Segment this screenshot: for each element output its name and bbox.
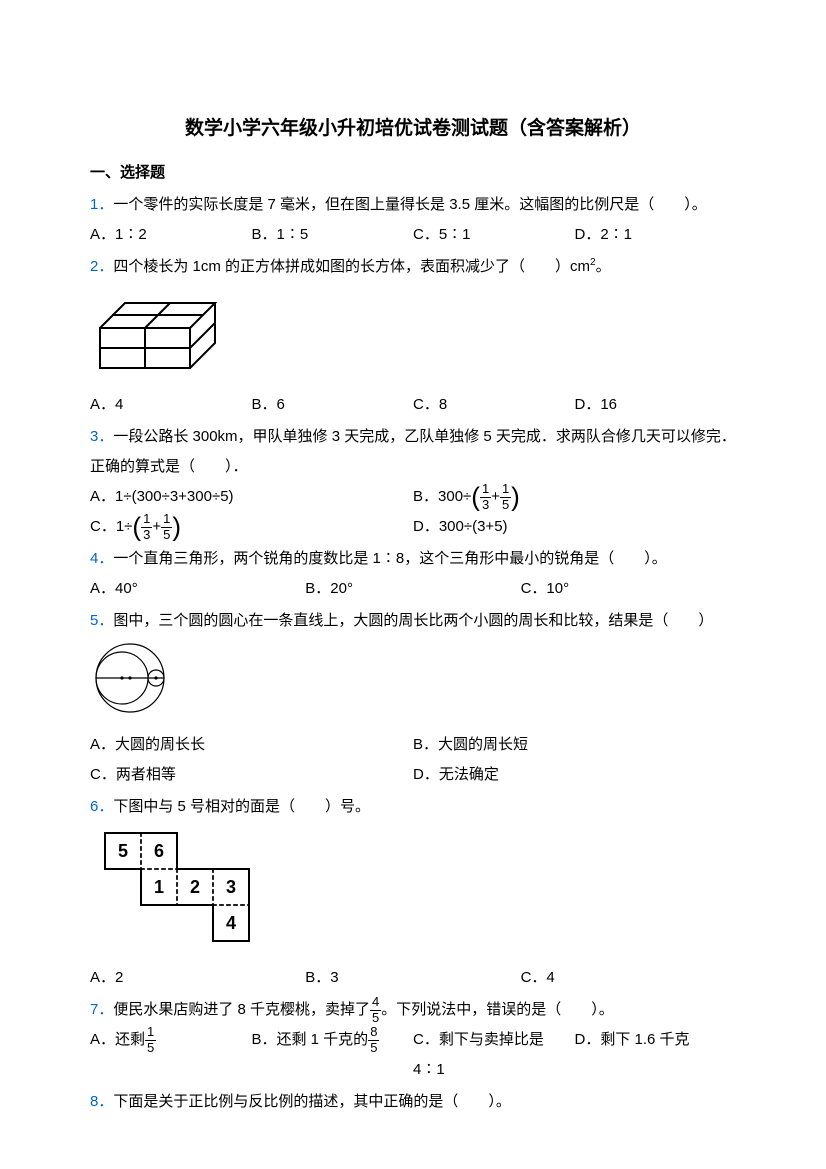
svg-text:2: 2	[190, 877, 200, 897]
q4-optB: B．20°	[305, 574, 520, 604]
q7-options: A．还剩15 B．还剩 1 千克的85 C．剩下与卖掉比是 4∶1 D．剩下 1…	[90, 1025, 736, 1085]
q2-optB: B．6	[252, 390, 414, 420]
paren-icon: (	[132, 512, 141, 542]
q3-num: 3．	[90, 428, 113, 445]
fraction: 45	[370, 995, 381, 1025]
q2-text-b: 。	[596, 258, 611, 275]
q2-optD: D．16	[575, 390, 737, 420]
q7-optB-text: B．还剩 1 千克的	[252, 1031, 369, 1048]
q7-optD: D．剩下 1.6 千克	[575, 1025, 737, 1085]
q1-optA: A．1∶2	[90, 220, 252, 250]
q2-text-a: 四个棱长为 1cm 的正方体拼成如图的长方体，表面积减少了（ ）cm	[113, 258, 590, 275]
fraction: 13	[480, 482, 491, 512]
fraction: 15	[161, 512, 172, 542]
q7-optA: A．还剩15	[90, 1025, 252, 1085]
question-8: 8．下面是关于正比例与反比例的描述，其中正确的是（ ）。	[90, 1087, 736, 1117]
q7-optC: C．剩下与卖掉比是 4∶1	[413, 1025, 575, 1085]
q1-text: 一个零件的实际长度是 7 毫米，但在图上量得长是 3.5 厘米。这幅图的比例尺是…	[113, 196, 706, 213]
paren-icon: )	[172, 512, 181, 542]
q5-optB: B．大圆的周长短	[413, 730, 736, 760]
q7-num: 7．	[90, 1001, 113, 1018]
svg-text:3: 3	[226, 877, 236, 897]
q4-optC: C．10°	[521, 574, 736, 604]
q6-text: 下图中与 5 号相对的面是（ ）号。	[113, 798, 370, 815]
q6-options: A．2 B．3 C．4	[90, 963, 736, 993]
q3-options-1: A．1÷(300÷3+300÷5) B．300÷(13+15)	[90, 482, 736, 512]
q3-optC: C．1÷(13+15)	[90, 512, 413, 542]
q4-options: A．40° B．20° C．10°	[90, 574, 736, 604]
page-title: 数学小学六年级小升初培优试卷测试题（含答案解析）	[90, 110, 736, 148]
paren-icon: (	[471, 482, 480, 512]
q1-options: A．1∶2 B．1∶5 C．5∶1 D．2∶1	[90, 220, 736, 250]
svg-text:4: 4	[226, 913, 236, 933]
q6-optA: A．2	[90, 963, 305, 993]
q2-num: 2．	[90, 258, 113, 275]
q1-optD: D．2∶1	[575, 220, 737, 250]
q1-num: 1．	[90, 196, 113, 213]
q7-text-a: 便民水果店购进了 8 千克樱桃，卖掉了	[113, 1001, 370, 1018]
q6-optC: C．4	[521, 963, 736, 993]
q1-optC: C．5∶1	[413, 220, 575, 250]
fraction: 85	[368, 1025, 379, 1055]
question-3: 3．一段公路长 300km，甲队单独修 3 天完成，乙队单独修 5 天完成．求两…	[90, 422, 736, 482]
question-2: 2．四个棱长为 1cm 的正方体拼成如图的长方体，表面积减少了（ ）cm2。	[90, 252, 736, 282]
svg-text:5: 5	[118, 841, 128, 861]
q6-optB: B．3	[305, 963, 520, 993]
q5-optC: C．两者相等	[90, 760, 413, 790]
question-7: 7．便民水果店购进了 8 千克樱桃，卖掉了45。下列说法中，错误的是（ ）。	[90, 995, 736, 1025]
question-5: 5．图中，三个圆的圆心在一条直线上，大圆的周长比两个小圆的周长和比较，结果是（ …	[90, 606, 736, 636]
q5-optD: D．无法确定	[413, 760, 736, 790]
q5-num: 5．	[90, 612, 113, 629]
cuboid-figure	[90, 290, 230, 375]
fraction: 15	[500, 482, 511, 512]
q7-optA-text: A．还剩	[90, 1031, 145, 1048]
q8-num: 8．	[90, 1093, 113, 1110]
q5-optA: A．大圆的周长长	[90, 730, 413, 760]
q3-optB: B．300÷(13+15)	[413, 482, 736, 512]
q3-text: 一段公路长 300km，甲队单独修 3 天完成，乙队单独修 5 天完成．求两队合…	[90, 428, 736, 475]
q4-num: 4．	[90, 550, 113, 567]
q3-options-2: C．1÷(13+15) D．300÷(3+5)	[90, 512, 736, 542]
fraction: 13	[141, 512, 152, 542]
q7-text-b: 。下列说法中，错误的是（ ）。	[381, 1001, 614, 1018]
q3-optC-pre: C．1÷	[90, 518, 132, 535]
circles-figure	[90, 640, 180, 715]
cube-net-figure: 5 6 1 2 3 4	[90, 828, 300, 946]
q2-options: A．4 B．6 C．8 D．16	[90, 390, 736, 420]
paren-icon: )	[511, 482, 520, 512]
q2-optA: A．4	[90, 390, 252, 420]
q3-optD: D．300÷(3+5)	[413, 512, 736, 542]
svg-text:1: 1	[154, 877, 164, 897]
q5-text: 图中，三个圆的圆心在一条直线上，大圆的周长比两个小圆的周长和比较，结果是（ ）	[113, 612, 713, 629]
svg-text:6: 6	[154, 841, 164, 861]
question-4: 4．一个直角三角形，两个锐角的度数比是 1∶8，这个三角形中最小的锐角是（ ）。	[90, 544, 736, 574]
q8-text: 下面是关于正比例与反比例的描述，其中正确的是（ ）。	[113, 1093, 511, 1110]
q5-options-2: C．两者相等 D．无法确定	[90, 760, 736, 790]
q7-optB: B．还剩 1 千克的85	[252, 1025, 414, 1085]
q3-optB-pre: B．300÷	[413, 488, 471, 505]
q4-text: 一个直角三角形，两个锐角的度数比是 1∶8，这个三角形中最小的锐角是（ ）。	[113, 550, 666, 567]
section-header: 一、选择题	[90, 158, 736, 188]
q1-optB: B．1∶5	[252, 220, 414, 250]
q4-optA: A．40°	[90, 574, 305, 604]
q3-optA: A．1÷(300÷3+300÷5)	[90, 482, 413, 512]
question-1: 1．一个零件的实际长度是 7 毫米，但在图上量得长是 3.5 厘米。这幅图的比例…	[90, 190, 736, 220]
fraction: 15	[145, 1025, 156, 1055]
question-6: 6．下图中与 5 号相对的面是（ ）号。	[90, 792, 736, 822]
q5-options-1: A．大圆的周长长 B．大圆的周长短	[90, 730, 736, 760]
q2-optC: C．8	[413, 390, 575, 420]
q6-num: 6．	[90, 798, 113, 815]
